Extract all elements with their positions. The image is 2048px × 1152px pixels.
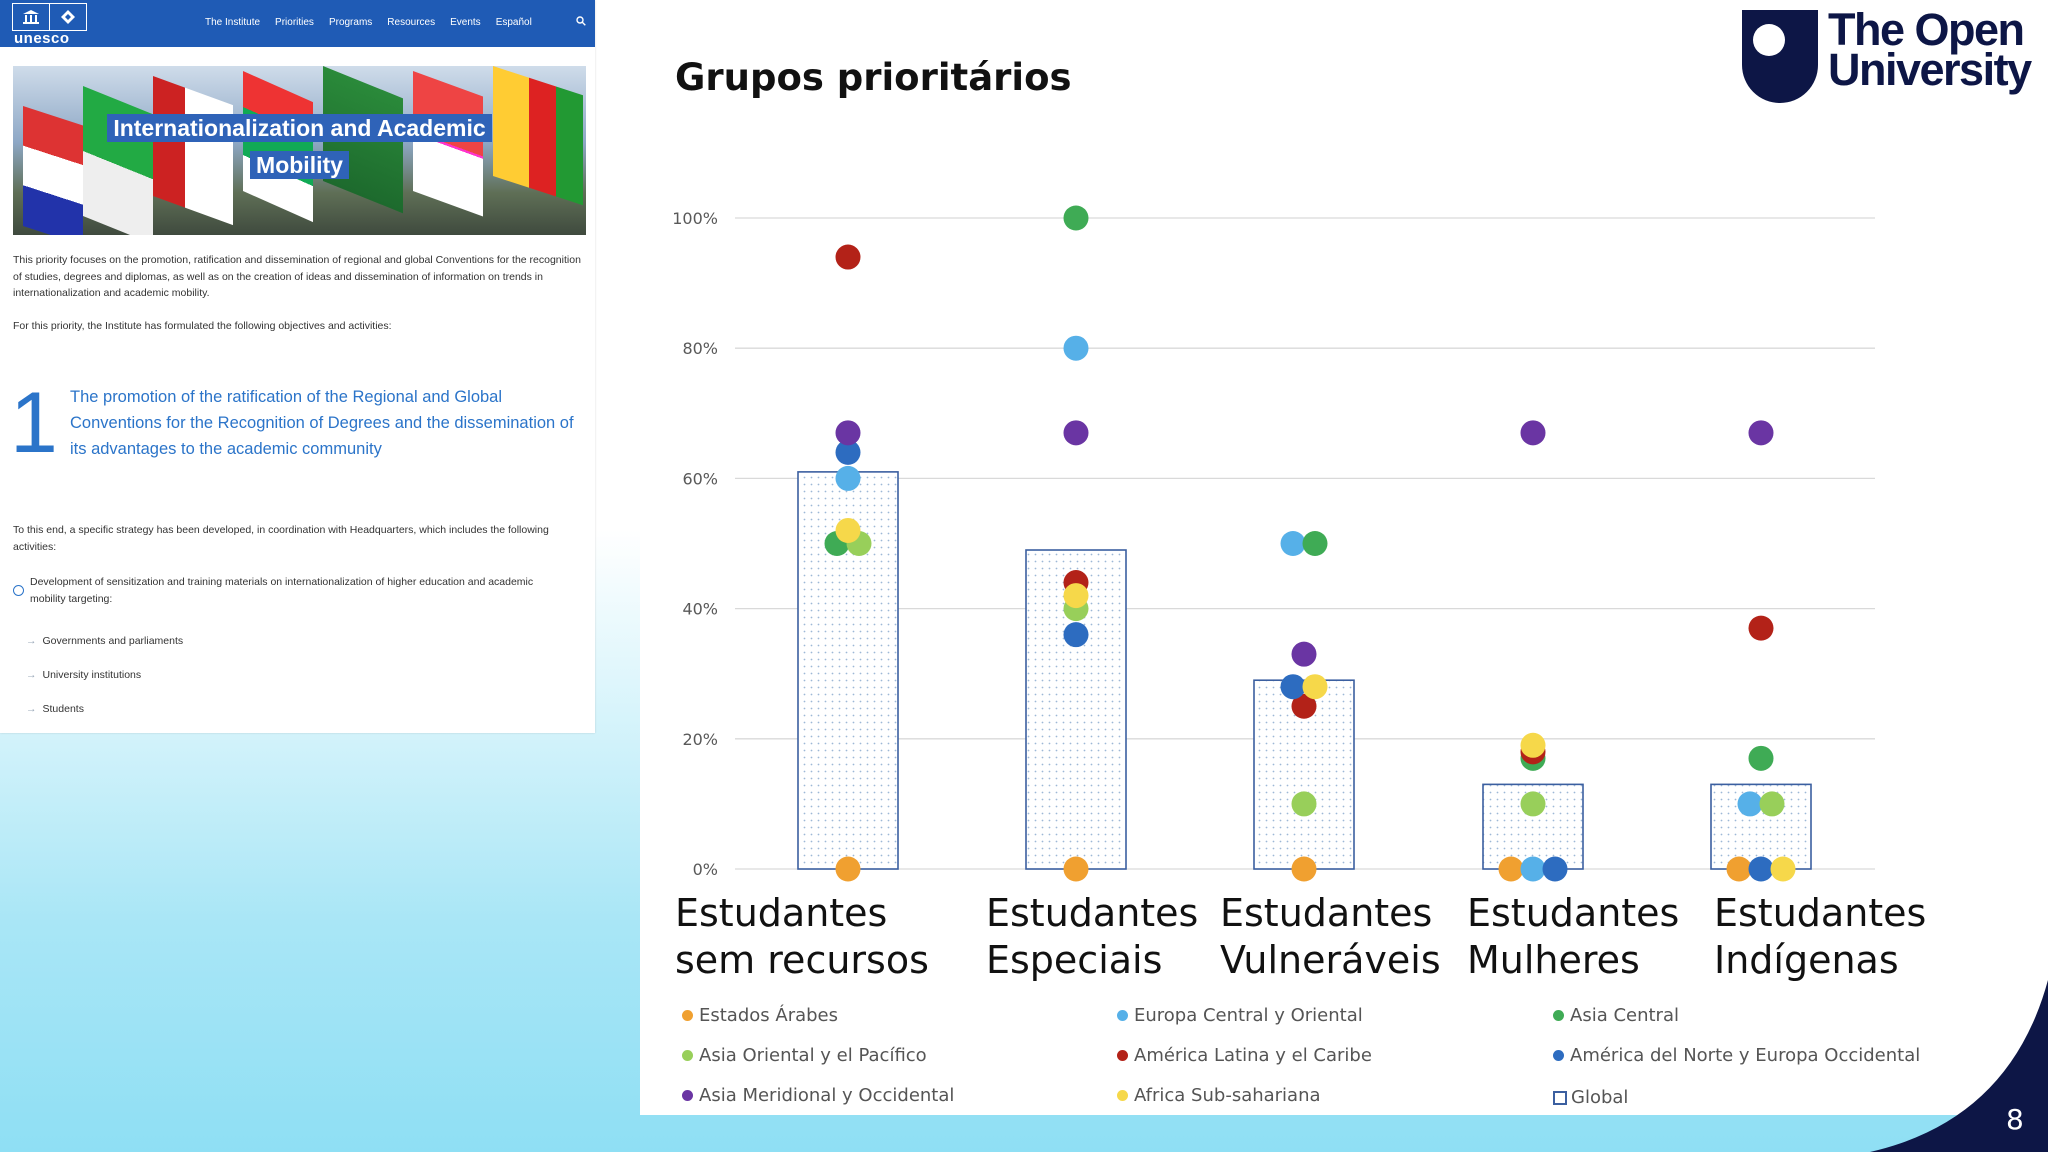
data-point [1291, 641, 1317, 667]
category-label-vulneraveis: Estudantes Vulneráveis [1220, 891, 1441, 982]
unesco-logo[interactable] [12, 3, 87, 31]
data-point [1520, 856, 1546, 882]
y-tick-label: 100% [672, 209, 718, 228]
circle-arrow-icon [13, 585, 24, 596]
page-number: 8 [2006, 1103, 2024, 1136]
data-point [1520, 791, 1546, 817]
data-point [1748, 745, 1774, 771]
nav-the-institute[interactable]: The Institute [205, 17, 261, 28]
global-bar [1710, 783, 1812, 870]
unesco-navbar: unesco The Institute Priorities Programs… [0, 0, 595, 47]
data-point [1063, 335, 1089, 361]
data-point [1063, 622, 1089, 648]
y-tick-label: 20% [682, 730, 718, 749]
target-item: → Students [26, 703, 84, 715]
data-point [1063, 856, 1089, 882]
data-point [835, 856, 861, 882]
nav-programs[interactable]: Programs [328, 17, 373, 28]
objective-text: The promotion of the ratification of the… [70, 388, 574, 458]
data-point [1063, 420, 1089, 446]
y-tick-label: 40% [682, 600, 718, 619]
data-point [1542, 856, 1568, 882]
legend-global: Global [1553, 1087, 1628, 1108]
data-point [1748, 856, 1774, 882]
open-university-wordmark: The Open University [1828, 4, 2032, 95]
nav-espanol[interactable]: Español [495, 17, 532, 28]
temple-icon [13, 4, 50, 30]
legend-asia-oriental: Asia Oriental y el Pacífico [682, 1045, 927, 1066]
data-point [1280, 674, 1306, 700]
data-point [1302, 674, 1328, 700]
diamond-icon [50, 4, 86, 30]
legend-america-del-norte: América del Norte y Europa Occidental [1553, 1045, 1920, 1066]
region-points [824, 205, 1796, 882]
nav-events[interactable]: Events [450, 17, 481, 28]
data-point [1291, 693, 1317, 719]
data-point [1063, 205, 1089, 231]
legend-africa-subsahariana: Africa Sub-sahariana [1117, 1085, 1321, 1106]
data-point [1759, 791, 1785, 817]
strategy-paragraph: To this end, a specific strategy has bee… [13, 524, 549, 553]
data-point [1302, 531, 1328, 556]
category-label-especiais: Estudantes Especiais [986, 891, 1199, 982]
data-point [1770, 856, 1796, 882]
target-item: → University institutions [26, 669, 142, 681]
data-point [1291, 856, 1317, 882]
target-item: → Governments and parliaments [26, 635, 184, 647]
data-point [1748, 420, 1774, 446]
unesco-webpage-screenshot: unesco The Institute Priorities Programs… [0, 0, 595, 733]
intro-paragraph: This priority focuses on the promotion, … [13, 254, 581, 299]
objectives-intro: For this priority, the Institute has for… [13, 320, 392, 332]
arrow-right-icon: → [26, 635, 37, 647]
legend-asia-central: Asia Central [1553, 1005, 1679, 1026]
data-point [1748, 615, 1774, 641]
category-label-indigenas: Estudantes Indígenas [1714, 891, 1927, 982]
data-point [835, 517, 861, 543]
y-tick-label: 80% [682, 339, 718, 358]
data-point [1498, 856, 1524, 882]
y-tick-label: 60% [682, 469, 718, 488]
data-point [1280, 531, 1306, 556]
priority-groups-chart: 0% 20% 40% 60% 80% 100% [672, 205, 1875, 882]
data-point [1520, 732, 1546, 758]
arrow-right-icon: → [26, 703, 37, 715]
legend-estados-arabes: Estados Árabes [682, 1005, 838, 1026]
corner-decoration [1870, 980, 2048, 1152]
category-label-sem-recursos: Estudantes sem recursos [675, 891, 929, 982]
data-point [835, 420, 861, 446]
data-point [835, 439, 861, 465]
hero-title: Internationalization and Academic Mobili… [13, 110, 586, 184]
arrow-right-icon: → [26, 669, 37, 681]
legend-asia-meridional: Asia Meridional y Occidental [682, 1085, 954, 1106]
data-point [1063, 583, 1089, 609]
data-point [1726, 856, 1752, 882]
data-point [1291, 791, 1317, 817]
data-point [835, 244, 861, 270]
search-icon[interactable] [576, 16, 586, 26]
legend-america-latina: América Latina y el Caribe [1117, 1045, 1372, 1066]
slide-title: Grupos prioritários [675, 56, 1072, 99]
data-point [1520, 420, 1546, 446]
data-point [835, 465, 861, 491]
data-point [1737, 791, 1763, 817]
unesco-wordmark: unesco [14, 30, 70, 47]
activity-text: Development of sensitization and trainin… [30, 576, 534, 605]
y-axis-ticks: 0% 20% 40% 60% 80% 100% [672, 209, 718, 879]
open-university-logo [1742, 10, 1818, 103]
nav-resources[interactable]: Resources [387, 17, 436, 28]
y-tick-label: 0% [693, 860, 718, 879]
objective-number: 1 [10, 375, 58, 471]
category-label-mulheres: Estudantes Mulheres [1467, 891, 1680, 982]
legend-europa-central: Europa Central y Oriental [1117, 1005, 1363, 1026]
nav-priorities[interactable]: Priorities [275, 17, 314, 28]
hero-flags-image: Internationalization and Academic Mobili… [13, 66, 586, 235]
unesco-menu: The Institute Priorities Programs Resour… [205, 17, 532, 28]
